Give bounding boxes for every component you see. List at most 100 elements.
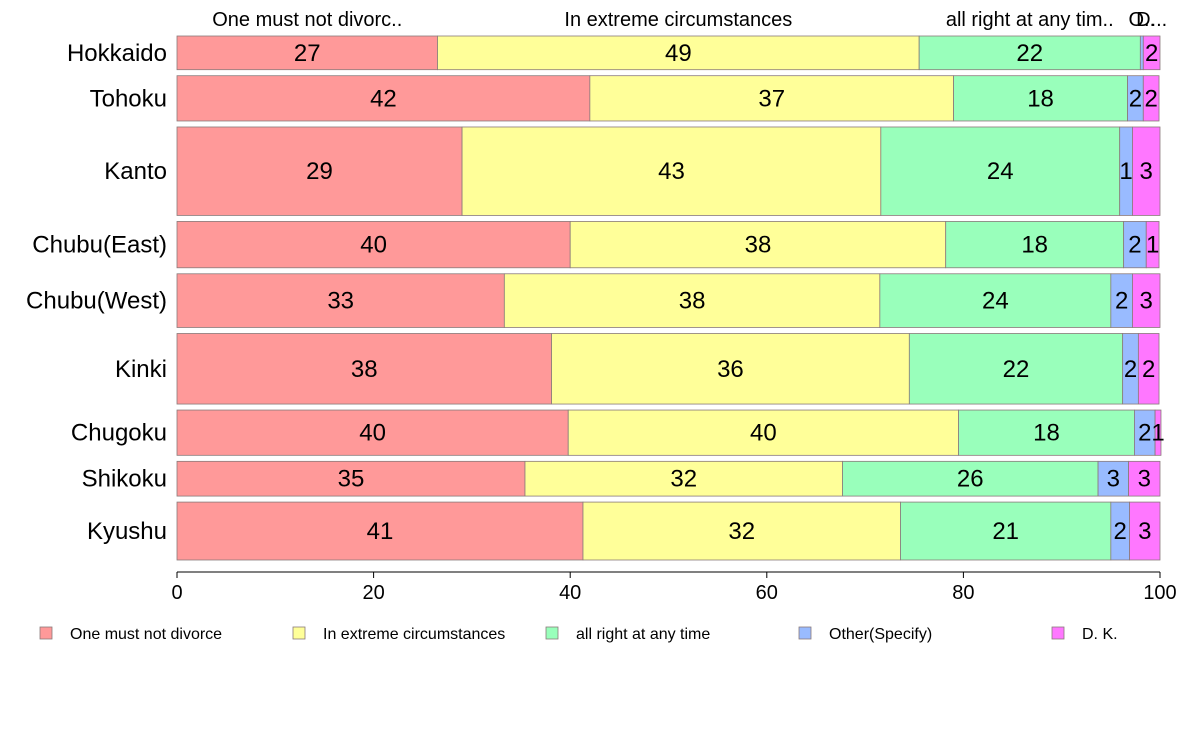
bar-segment (953, 75, 1128, 122)
category-label: Kyushu (87, 518, 167, 545)
bar-value-label: 38 (351, 356, 378, 383)
bar-value-label: 2 (1145, 40, 1158, 67)
bar-value-label: 3 (1140, 288, 1153, 315)
bar-value-label: 1 (1119, 158, 1132, 185)
bar-segment (176, 221, 571, 269)
bar-value-label: 41 (367, 518, 394, 545)
bar-value-label: 2 (1138, 420, 1151, 447)
category-label: Kinki (115, 356, 167, 383)
x-tick-label: 100 (1143, 582, 1176, 604)
legend-swatch (798, 626, 812, 640)
legend-entry-label: In extreme circumstances (323, 626, 505, 643)
bar-segment (842, 460, 1099, 497)
bar-segment (945, 221, 1125, 269)
legend-swatch (1051, 626, 1065, 640)
bar-value-label: 2 (1129, 85, 1142, 112)
bar-segment (176, 273, 505, 328)
bar-value-label: 29 (306, 158, 333, 185)
bars: 27 49 22 242 37 18 2 229 43 24 1 340 38 18 2 133 38 24 2 33… (176, 35, 1165, 561)
x-tick-label: 80 (952, 582, 974, 604)
x-tick-label: 60 (756, 582, 778, 604)
bar-segment (879, 273, 1112, 328)
legend-entry-label: One must not divorce (70, 626, 222, 643)
top-category-label: O.. (1128, 9, 1155, 31)
bar-value-label: 18 (1021, 232, 1048, 259)
bar-value-label: 3 (1107, 466, 1120, 493)
bar-value-label: 37 (758, 85, 785, 112)
bar-value-label: 1 (1146, 232, 1159, 259)
bar-value-label: 26 (957, 466, 984, 493)
bar-value-label: 3 (1138, 518, 1151, 545)
bar-value-label: 42 (370, 85, 397, 112)
bar-value-label: 2 (1144, 85, 1157, 112)
legend: One must not divorce In extreme circumsta… (39, 626, 1118, 643)
bar-value-label: 24 (982, 288, 1009, 315)
category-label: Chugoku (71, 420, 167, 447)
bar-segment (1154, 409, 1162, 456)
bar-segment (1132, 126, 1161, 216)
bar-segment (1145, 221, 1160, 269)
bar-segment (1129, 501, 1161, 561)
top-category-label: D... (1136, 9, 1167, 31)
bar-value-label: 49 (665, 40, 692, 67)
top-category-label: In extreme circumstances (564, 9, 792, 31)
bar-value-label: 1 (1151, 420, 1164, 447)
bar-value-label: 43 (658, 158, 685, 185)
x-axis: 0 20 40 60 80 100 (171, 571, 1177, 604)
bar-segment (176, 409, 569, 456)
bar-segment (551, 333, 910, 405)
bar-segment (1142, 75, 1160, 122)
bar-value-label: 40 (360, 232, 387, 259)
legend-swatch (545, 626, 559, 640)
bar-segment (582, 501, 901, 561)
bar-segment (503, 273, 881, 328)
bar-value-label: 22 (1003, 356, 1030, 383)
bar-value-label: 33 (327, 288, 354, 315)
bar-segment (176, 75, 591, 122)
bar-value-label: 3 (1138, 466, 1151, 493)
bar-segment (908, 333, 1124, 405)
x-tick-label: 40 (559, 582, 581, 604)
bar-segment (589, 75, 954, 122)
legend-entry-label: all right at any time (576, 626, 710, 643)
x-tick-label: 20 (362, 582, 384, 604)
bar-segment (461, 126, 882, 216)
bar-value-label: 38 (745, 232, 772, 259)
legend-swatch (39, 626, 53, 640)
legend-entry-label: D. K. (1082, 626, 1118, 643)
bar-segment (176, 126, 463, 216)
category-label: Tohoku (90, 85, 167, 112)
bar-segment (437, 35, 920, 71)
bar-value-label: 2 (1142, 356, 1155, 383)
bar-segment (569, 221, 947, 269)
bar-value-label: 2 (1114, 518, 1127, 545)
category-label: Chubu(East) (32, 232, 167, 259)
bar-segment (176, 501, 584, 561)
bar-value-label: 2 (1124, 356, 1137, 383)
bar-segment (1142, 35, 1161, 71)
bar-segment (1139, 35, 1144, 71)
top-category-label: all right at any tim.. (946, 9, 1114, 31)
bar-segment (900, 501, 1112, 561)
bar-value-label: 32 (670, 466, 697, 493)
bar-value-label: 24 (987, 158, 1014, 185)
top-category-labels: One must not divorc.. In extreme circumst… (212, 9, 1167, 31)
category-label: Shikoku (82, 466, 167, 493)
legend-entry-label: Other(Specify) (829, 626, 932, 643)
bar-segment (176, 460, 526, 497)
bar-value-label: 27 (294, 40, 321, 67)
legend-swatch (292, 626, 306, 640)
bar-segment (958, 409, 1135, 456)
bar-value-label: 3 (1140, 158, 1153, 185)
bar-value-label: 21 (992, 518, 1019, 545)
bar-segment (1132, 273, 1161, 328)
bar-value-label: 22 (1016, 40, 1043, 67)
top-category-label: One must not divorc.. (212, 9, 402, 31)
bar-value-label: 38 (679, 288, 706, 315)
bar-value-label: 2 (1128, 232, 1141, 259)
x-tick-label: 0 (171, 582, 182, 604)
bar-value-label: 35 (338, 466, 365, 493)
bar-segment (880, 126, 1121, 216)
category-label: Chubu(West) (26, 288, 167, 315)
